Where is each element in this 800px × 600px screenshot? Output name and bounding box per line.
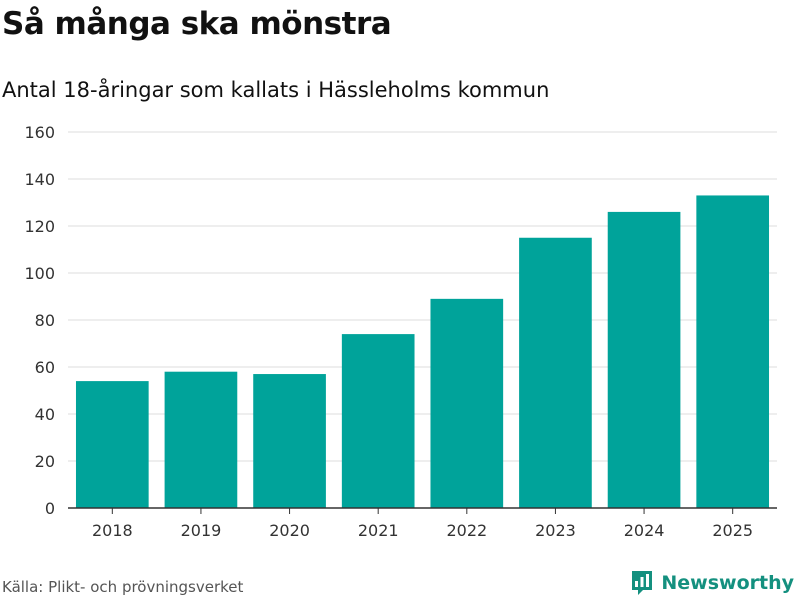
y-tick-label: 40: [35, 405, 55, 424]
x-tick-label: 2019: [181, 521, 222, 540]
x-tick-label: 2022: [446, 521, 487, 540]
bar-chart: 0 20 40 60 80 100 120 140 160 2018 2019 2020 2021 202…: [24, 123, 777, 540]
bar: [607, 211, 681, 508]
source-note: Källa: Plikt- och prövningsverket: [2, 578, 244, 596]
x-tick-label: 2021: [358, 521, 399, 540]
y-tick-label: 80: [35, 311, 55, 330]
x-tick-label: 2018: [92, 521, 133, 540]
y-tick-label: 160: [24, 123, 55, 142]
brand-name: Newsworthy: [661, 572, 794, 594]
bar: [519, 237, 592, 508]
x-tick-label: 2020: [269, 521, 310, 540]
bar: [341, 334, 415, 508]
bar: [75, 381, 149, 508]
y-tick-label: 0: [45, 499, 55, 518]
chart-title: Så många ska mönstra: [2, 6, 392, 42]
y-tick-label: 140: [24, 170, 55, 189]
y-tick-label: 120: [24, 217, 55, 236]
chart-subtitle: Antal 18-åringar som kallats i Hässlehol…: [2, 78, 550, 102]
bar: [253, 374, 326, 508]
y-tick-label: 60: [35, 358, 55, 377]
bar: [164, 371, 238, 508]
bar: [430, 298, 504, 508]
bar-chart-logo-icon: [632, 571, 653, 595]
bar: [696, 195, 770, 508]
brand-logo: Newsworthy: [630, 569, 794, 597]
y-tick-label: 100: [24, 264, 55, 283]
x-tick-label: 2025: [712, 521, 753, 540]
x-tick-label: 2023: [535, 521, 576, 540]
x-tick-label: 2024: [624, 521, 665, 540]
y-tick-label: 20: [35, 452, 55, 471]
